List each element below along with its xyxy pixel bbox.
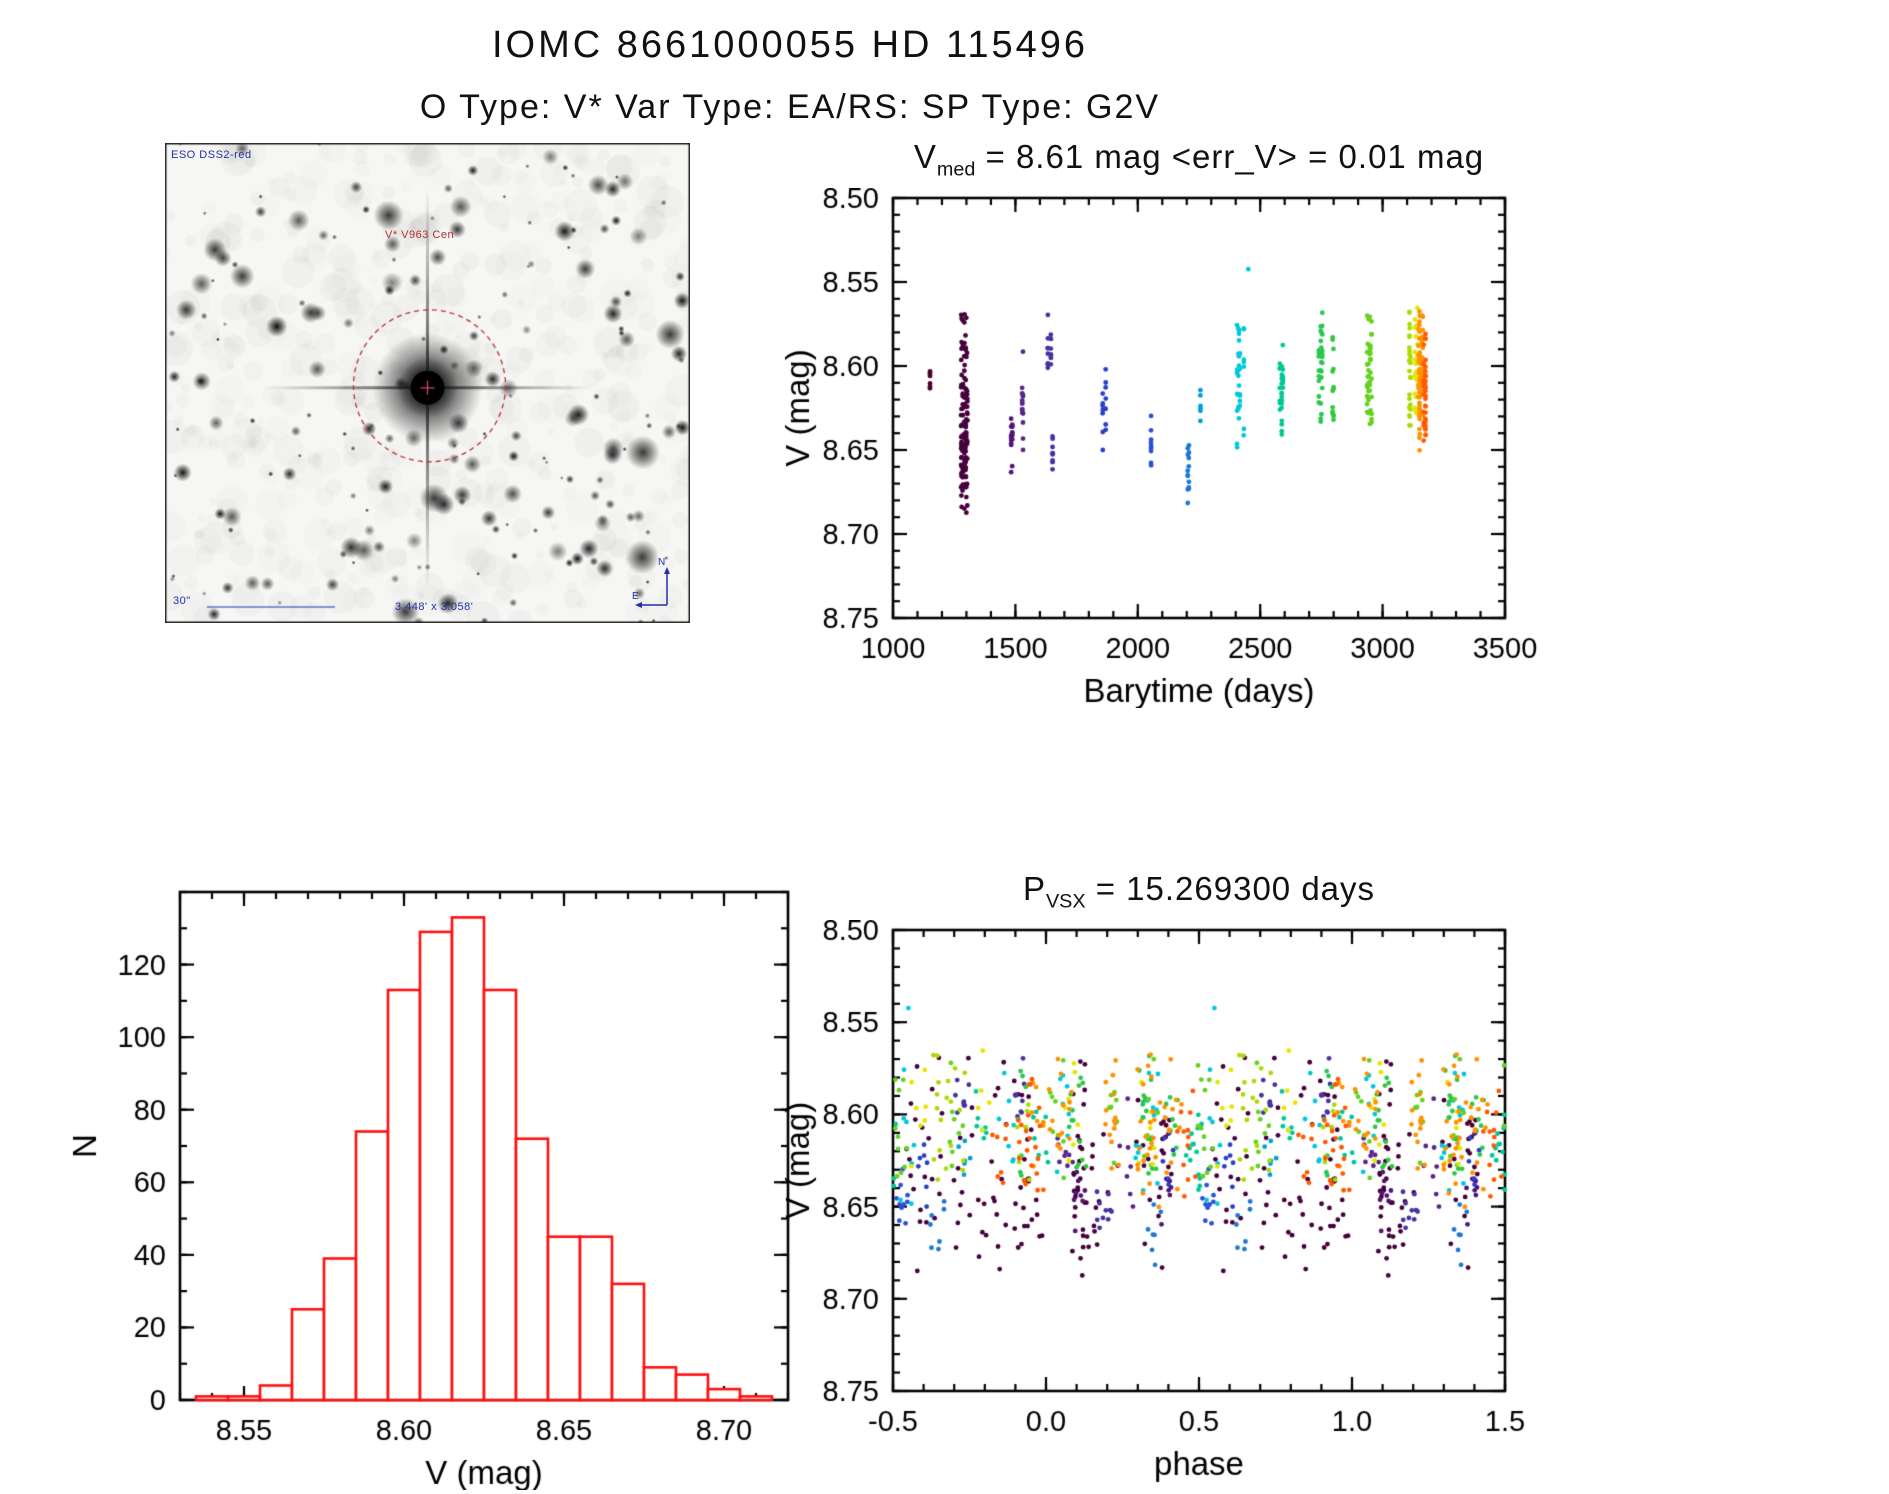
starfield-panel: ESO DSS2-red V* V963 Cen 30" 3.448' x 3.…: [165, 143, 690, 623]
page-title: IOMC 8661000055 HD 115496: [491, 24, 1089, 66]
phase-title-rest: = 15.269300 days: [1085, 870, 1376, 907]
lightcurve-title-rest: = 8.61 mag <err_V> = 0.01 mag: [975, 138, 1485, 175]
phase-title: PVSX = 15.269300 days: [770, 870, 1570, 920]
phase-panel: PVSX = 15.269300 days: [770, 870, 1570, 1490]
phase-title-prefix: P: [1022, 870, 1046, 907]
star-name-label: V* V963 Cen: [385, 229, 455, 241]
lightcurve-panel: Vmed = 8.61 mag <err_V> = 0.01 mag: [770, 138, 1570, 713]
page-subtitle: O Type: V* Var Type: EA/RS: SP Type: G2V: [419, 88, 1161, 126]
lightcurve-title-sub: med: [936, 158, 976, 181]
compass-icon: N E: [632, 557, 680, 615]
phase-title-sub: VSX: [1045, 890, 1086, 913]
compass-east-label: E: [632, 591, 639, 602]
compass-north-label: N: [658, 557, 666, 568]
histogram-plot: [70, 880, 810, 1490]
lightcurve-plot: [770, 188, 1570, 708]
scale-label: 30": [173, 595, 191, 607]
lightcurve-title: Vmed = 8.61 mag <err_V> = 0.01 mag: [770, 138, 1570, 188]
histogram-panel: [70, 880, 810, 1490]
lightcurve-title-prefix: V: [913, 138, 937, 175]
fov-label: 3.448' x 3.058': [395, 601, 474, 613]
survey-label: ESO DSS2-red: [171, 149, 252, 161]
phase-plot: [770, 920, 1570, 1486]
starfield-image: [165, 143, 690, 623]
